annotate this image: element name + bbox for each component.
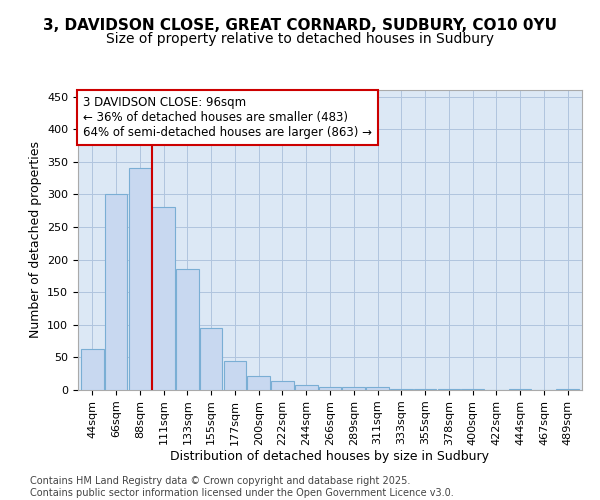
- Bar: [105, 194, 127, 390]
- Bar: [437, 388, 460, 390]
- Bar: [509, 388, 532, 390]
- Text: 3, DAVIDSON CLOSE, GREAT CORNARD, SUDBURY, CO10 0YU: 3, DAVIDSON CLOSE, GREAT CORNARD, SUDBUR…: [43, 18, 557, 32]
- Text: Contains HM Land Registry data © Crown copyright and database right 2025.
Contai: Contains HM Land Registry data © Crown c…: [30, 476, 454, 498]
- X-axis label: Distribution of detached houses by size in Sudbury: Distribution of detached houses by size …: [170, 450, 490, 464]
- Bar: [319, 386, 341, 390]
- Bar: [176, 270, 199, 390]
- Bar: [224, 360, 246, 390]
- Bar: [414, 388, 436, 390]
- Y-axis label: Number of detached properties: Number of detached properties: [29, 142, 41, 338]
- Text: Size of property relative to detached houses in Sudbury: Size of property relative to detached ho…: [106, 32, 494, 46]
- Bar: [390, 388, 413, 390]
- Bar: [200, 328, 223, 390]
- Bar: [271, 381, 294, 390]
- Bar: [152, 208, 175, 390]
- Bar: [461, 388, 484, 390]
- Bar: [247, 376, 270, 390]
- Bar: [343, 388, 365, 390]
- Bar: [295, 386, 317, 390]
- Bar: [556, 388, 579, 390]
- Text: 3 DAVIDSON CLOSE: 96sqm
← 36% of detached houses are smaller (483)
64% of semi-d: 3 DAVIDSON CLOSE: 96sqm ← 36% of detache…: [83, 96, 372, 139]
- Bar: [81, 349, 104, 390]
- Bar: [366, 388, 389, 390]
- Bar: [128, 168, 151, 390]
